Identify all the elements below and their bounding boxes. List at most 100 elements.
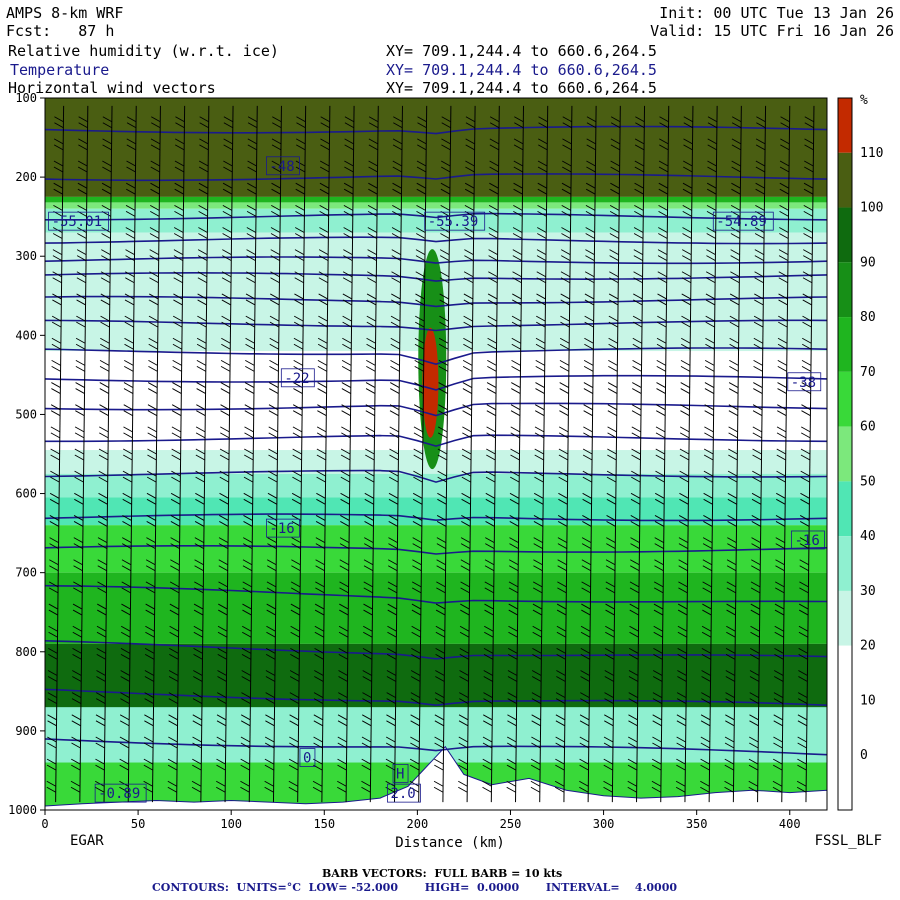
wind-barb-flag <box>171 404 182 411</box>
wind-barb-flag <box>416 210 426 217</box>
wind-barb-flag <box>630 537 640 543</box>
wind-barb-flag <box>269 366 279 372</box>
wind-barb-flag <box>170 543 180 549</box>
wind-barb-flag <box>388 515 398 521</box>
wind-barb-flag <box>775 543 785 549</box>
wind-barb-flag <box>532 603 543 610</box>
wind-barb-flag <box>459 653 470 660</box>
wind-barb-flag <box>247 144 258 151</box>
wind-barb-flag <box>71 764 81 771</box>
wind-barb-flag <box>198 210 208 217</box>
wind-barb-flag <box>581 587 591 594</box>
wind-barb-flag <box>361 780 371 787</box>
wind-barb-flag <box>247 160 257 167</box>
wind-barb-flag <box>168 692 179 699</box>
wind-barb-flag <box>222 227 232 233</box>
wind-barb-flag <box>434 692 445 699</box>
wind-barb-flag <box>291 559 301 566</box>
wind-barb-flag <box>707 116 718 123</box>
wind-barb-flag <box>169 653 179 660</box>
wind-barb-flag <box>557 587 567 594</box>
wind-barb-flag <box>243 515 253 521</box>
wind-barb-flag <box>337 764 347 771</box>
wind-barb-flag <box>803 249 813 256</box>
wind-barb-flag <box>173 249 184 256</box>
wind-barbs <box>46 105 815 803</box>
wind-barb-flag <box>604 714 614 721</box>
wind-barb-flag <box>267 476 278 483</box>
wind-barb-flag <box>484 609 494 616</box>
wind-barb-flag <box>54 116 64 123</box>
colorbar-segment <box>838 152 852 208</box>
wind-barb-flag <box>124 360 134 366</box>
temperature-contour <box>45 374 827 391</box>
wind-barb-flag <box>586 144 596 151</box>
wind-barb-flag <box>557 581 567 588</box>
wind-barb-flag <box>270 249 280 256</box>
wind-barb-flag <box>387 625 397 632</box>
wind-barb-flag <box>295 204 305 211</box>
wind-barb-flag <box>290 647 300 654</box>
wind-barb-flag <box>46 786 57 793</box>
wind-barb-flag <box>411 587 422 594</box>
wind-barb-flag <box>608 360 618 366</box>
wind-barb-flag <box>706 188 717 195</box>
wind-barb-flag <box>191 780 202 787</box>
wind-barb-flag <box>391 277 401 284</box>
wind-barb-flag <box>465 116 476 123</box>
wind-barb-flag <box>458 758 468 765</box>
wind-barb-flag <box>73 521 84 527</box>
wind-barb-flag <box>659 116 669 123</box>
wind-barb-flag <box>506 764 517 771</box>
wind-barb-flag <box>799 537 810 543</box>
wind-barb-flag <box>535 343 546 350</box>
wind-barb-flag <box>361 742 372 749</box>
wind-barb-flag <box>531 720 541 727</box>
wind-barb-flag <box>579 714 590 721</box>
wind-barb-flag <box>580 692 590 699</box>
wind-barb-flag <box>435 653 445 660</box>
wind-barb-flag <box>364 476 375 483</box>
x-axis-label: Distance (km) <box>395 835 505 851</box>
wind-barb-flag <box>144 698 154 705</box>
wind-barb-flag <box>289 692 300 699</box>
wind-barb-flag <box>506 780 516 787</box>
wind-barb-flag <box>434 758 444 765</box>
wind-barb-flag <box>438 337 449 344</box>
field-label-rh: Relative humidity (w.r.t. ice) <box>8 42 279 60</box>
wind-barb-flag <box>678 581 688 588</box>
wind-barb-flag <box>294 233 305 239</box>
wind-barb-flag <box>586 122 597 129</box>
wind-barb-flag <box>292 426 303 433</box>
wind-barb-flag <box>583 426 593 433</box>
wind-barb-flag <box>119 742 130 749</box>
wind-barb-flag <box>463 315 473 322</box>
wind-barb-flag <box>198 166 209 173</box>
wind-barb-flag <box>537 166 548 173</box>
wind-barb-flag <box>197 293 207 300</box>
wind-barb-flag <box>361 764 371 771</box>
wind-barb-flag <box>609 277 619 284</box>
wind-barb-flag <box>216 720 227 727</box>
wind-barb-flag <box>780 144 790 151</box>
wind-barb-flag <box>221 315 231 322</box>
wind-barb-flag <box>194 521 205 527</box>
colorbar-segment <box>838 98 852 153</box>
contour-label-box <box>787 372 822 392</box>
x-tick-label: 350 <box>686 817 708 831</box>
wind-barb-flag <box>799 515 810 521</box>
wind-barb-flag <box>77 233 87 239</box>
wind-barb-flag <box>221 299 232 306</box>
wind-barb-flag <box>701 631 712 638</box>
wind-barb-flag <box>171 454 181 461</box>
wind-barb-flag <box>556 631 567 638</box>
wind-barb-flag <box>631 470 641 477</box>
wind-barb-flag <box>265 714 275 721</box>
wind-barb-flag <box>144 670 155 676</box>
wind-barb-flag <box>530 780 541 787</box>
wind-barb-flag <box>775 587 785 594</box>
wind-barb-flag <box>167 758 178 765</box>
wind-barb-flag <box>220 360 231 366</box>
wind-barb-flag <box>144 647 155 654</box>
wind-barb-flag <box>438 366 449 372</box>
